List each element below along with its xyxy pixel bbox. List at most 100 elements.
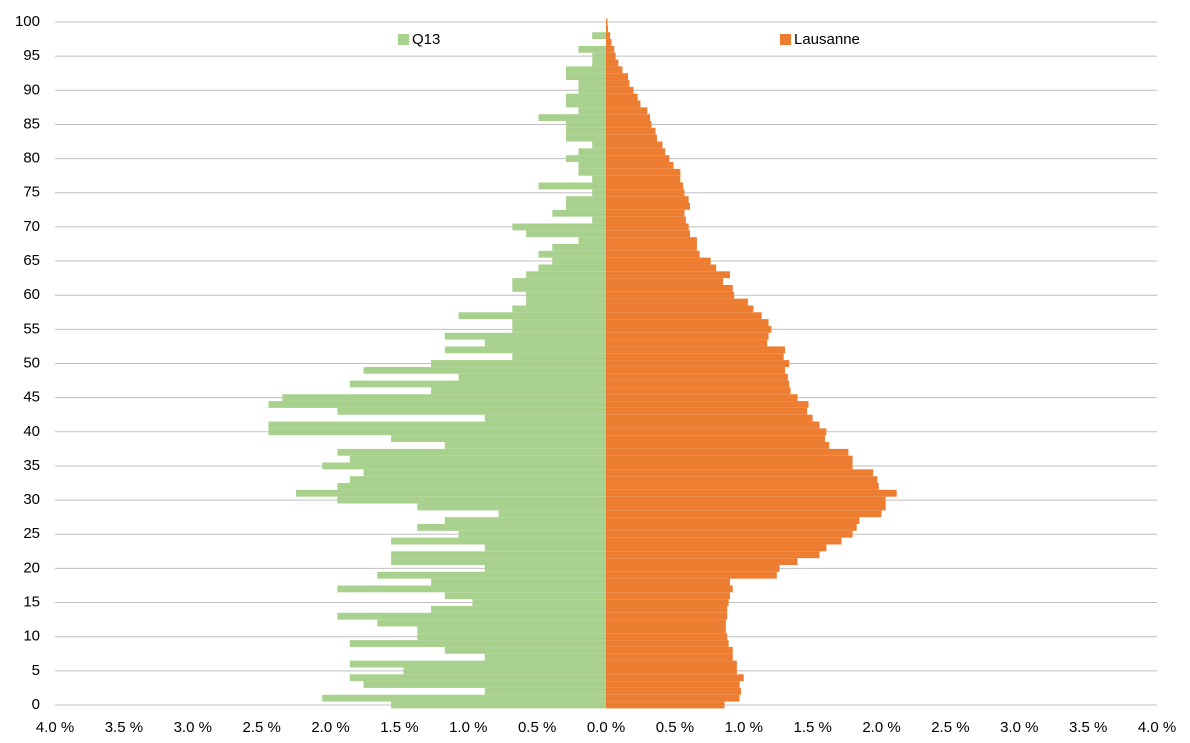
bar bbox=[606, 319, 769, 326]
bar bbox=[444, 592, 606, 600]
x-tick-label: 2.5 % bbox=[242, 719, 280, 736]
bar bbox=[606, 448, 849, 456]
bar bbox=[606, 674, 744, 682]
bar bbox=[606, 291, 735, 299]
bar bbox=[606, 483, 879, 490]
bar bbox=[606, 476, 878, 484]
bar bbox=[606, 462, 853, 470]
bar bbox=[566, 100, 606, 108]
bar bbox=[606, 298, 748, 306]
bar bbox=[606, 25, 609, 33]
x-tick-label: 1.0 % bbox=[725, 719, 763, 736]
bar bbox=[484, 544, 606, 552]
bar bbox=[606, 100, 641, 108]
y-tick-label: 10 bbox=[23, 628, 40, 645]
bar bbox=[606, 216, 686, 224]
bar bbox=[377, 619, 606, 627]
bar bbox=[337, 612, 606, 620]
bar bbox=[444, 517, 606, 525]
bar bbox=[552, 243, 606, 251]
bar bbox=[606, 653, 733, 661]
y-tick-label: 45 bbox=[23, 389, 40, 406]
bar bbox=[592, 175, 606, 183]
bar bbox=[538, 182, 606, 190]
bar bbox=[363, 469, 606, 477]
bar bbox=[606, 45, 615, 53]
bar bbox=[592, 189, 606, 197]
bar bbox=[391, 435, 606, 443]
x-tick-label: 0.5 % bbox=[518, 719, 556, 736]
bar bbox=[606, 346, 786, 354]
y-tick-label: 40 bbox=[23, 423, 40, 440]
bar bbox=[606, 380, 790, 388]
bar bbox=[606, 121, 652, 128]
bar bbox=[458, 373, 606, 381]
x-tick-label: 1.5 % bbox=[380, 719, 418, 736]
bar bbox=[606, 278, 724, 285]
y-tick-label: 0 bbox=[32, 696, 40, 713]
bar bbox=[606, 168, 681, 176]
bar bbox=[606, 605, 728, 613]
bar bbox=[606, 175, 681, 183]
bar bbox=[578, 86, 606, 94]
bar bbox=[606, 223, 689, 231]
x-tick-label: 1.5 % bbox=[793, 719, 831, 736]
bar bbox=[606, 503, 886, 511]
bar bbox=[512, 319, 606, 326]
bar bbox=[592, 216, 606, 224]
bar bbox=[444, 442, 606, 449]
bar bbox=[526, 298, 606, 306]
bar bbox=[606, 257, 711, 265]
bar bbox=[337, 407, 606, 415]
bar bbox=[606, 564, 780, 572]
bar bbox=[417, 503, 606, 511]
bar bbox=[566, 121, 606, 128]
x-tick-label: 3.5 % bbox=[105, 719, 143, 736]
bar bbox=[526, 230, 606, 238]
bar bbox=[606, 633, 728, 641]
bar bbox=[606, 667, 737, 675]
x-tick-label: 1.0 % bbox=[449, 719, 487, 736]
bar bbox=[606, 127, 656, 135]
legend-label: Q13 bbox=[412, 31, 440, 48]
bar bbox=[606, 551, 820, 559]
bar bbox=[566, 134, 606, 142]
bar bbox=[606, 339, 768, 347]
y-tick-label: 65 bbox=[23, 252, 40, 269]
bar bbox=[431, 605, 606, 613]
bar bbox=[578, 237, 606, 244]
bar bbox=[606, 312, 762, 320]
bar bbox=[606, 489, 897, 497]
bar bbox=[606, 585, 733, 593]
bar bbox=[606, 162, 674, 169]
bar bbox=[606, 59, 619, 67]
bar bbox=[606, 189, 685, 197]
bar bbox=[349, 660, 606, 668]
bar bbox=[606, 421, 820, 429]
bar bbox=[578, 80, 606, 87]
y-tick-label: 95 bbox=[23, 47, 40, 64]
bar bbox=[337, 496, 606, 504]
bar bbox=[552, 257, 606, 265]
bar bbox=[417, 633, 606, 641]
bar bbox=[606, 407, 808, 415]
bar bbox=[526, 291, 606, 299]
bar bbox=[606, 496, 886, 504]
bar bbox=[606, 530, 853, 538]
bar bbox=[606, 52, 616, 60]
y-tick-label: 50 bbox=[23, 354, 40, 371]
bar bbox=[578, 168, 606, 176]
x-tick-label: 3.5 % bbox=[1069, 719, 1107, 736]
bar bbox=[606, 18, 608, 26]
bar bbox=[606, 694, 740, 702]
bar bbox=[268, 421, 606, 429]
bar bbox=[592, 52, 606, 60]
bar bbox=[606, 93, 638, 101]
bar bbox=[377, 571, 606, 579]
y-tick-label: 15 bbox=[23, 594, 40, 611]
x-tick-label: 2.5 % bbox=[931, 719, 969, 736]
y-tick-label: 35 bbox=[23, 457, 40, 474]
bar bbox=[606, 571, 777, 579]
bar bbox=[606, 510, 882, 518]
